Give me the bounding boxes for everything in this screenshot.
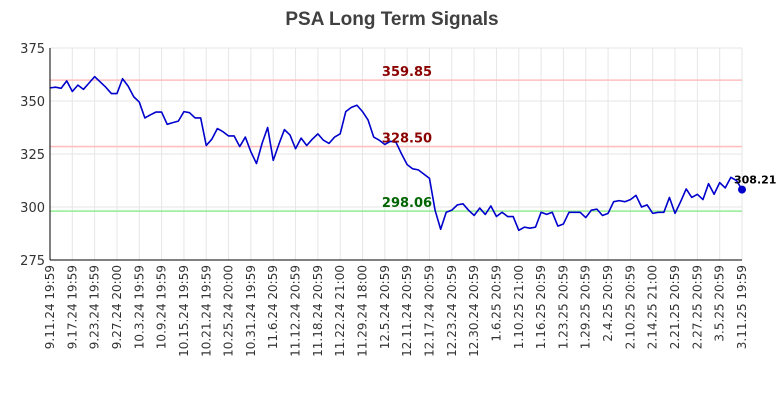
x-tick-label: 9.23.24 19:59 — [88, 265, 102, 349]
x-tick-label: 9.27.24 20:00 — [110, 265, 124, 349]
x-tick-label: 10.25.24 20:00 — [222, 265, 236, 357]
x-tick-label: 11.29.24 18:00 — [356, 265, 370, 357]
x-tick-label: 1.6.25 20:59 — [489, 265, 503, 342]
x-tick-label: 9.11.24 19:59 — [43, 265, 57, 349]
x-tick-label: 11.22.24 21:00 — [333, 265, 347, 357]
x-tick-label: 12.23.24 20:59 — [445, 265, 459, 357]
x-tick-label: 1.16.25 20:59 — [534, 265, 548, 349]
x-tick-label: 12.11.24 20:59 — [400, 265, 414, 357]
x-tick-label: 10.9.24 19:59 — [155, 265, 169, 349]
x-tick-label: 3.11.25 19:59 — [735, 265, 749, 349]
price-line — [49, 75, 743, 232]
x-tick-label: 1.29.25 20:59 — [579, 265, 593, 349]
x-tick-label: 10.15.24 19:59 — [177, 265, 191, 357]
x-tick-label: 10.31.24 19:59 — [244, 265, 258, 357]
x-tick-label: 1.23.25 20:59 — [556, 265, 570, 349]
x-tick-label: 2.27.25 20:59 — [690, 265, 704, 349]
x-tick-label: 1.10.25 21:00 — [512, 265, 526, 349]
x-tick-label: 12.17.24 20:59 — [422, 265, 436, 357]
axes: 275 300 325 350 375 9.11.24 19:59 9.17.24 19:5… — [20, 42, 749, 357]
x-tick-label: 2.14.25 21:00 — [646, 265, 660, 349]
x-tick-label: 3.5.25 20:59 — [713, 265, 727, 342]
signal-levels — [50, 79, 742, 212]
price-series — [49, 75, 746, 232]
chart-title: PSA Long Term Signals — [285, 9, 498, 30]
y-tick-label: 375 — [20, 42, 45, 57]
x-tick-label: 2.21.25 20:59 — [668, 265, 682, 349]
annotations: 359.85 328.50 298.06 308.21 — [382, 65, 777, 211]
y-tick-label: 325 — [20, 148, 45, 163]
resistance-label: 359.85 — [382, 65, 432, 80]
x-tick-label: 2.10.25 20:59 — [623, 265, 637, 349]
x-tick-label: 2.4.25 20:59 — [601, 265, 615, 342]
x-tick-label: 12.30.24 20:59 — [467, 265, 481, 357]
y-tick-label: 300 — [20, 201, 45, 216]
y-tick-label: 350 — [20, 95, 45, 110]
x-tick-label: 11.6.24 20:59 — [266, 265, 280, 349]
x-tick-label: 11.12.24 20:59 — [289, 265, 303, 357]
x-tick-label: 11.18.24 20:59 — [311, 265, 325, 357]
y-tick-label: 275 — [20, 254, 45, 269]
x-tick-label: 10.21.24 19:59 — [199, 265, 213, 357]
x-tick-label: 10.3.24 19:59 — [132, 265, 146, 349]
last-price-label: 308.21 — [734, 174, 776, 187]
x-tick-label: 9.17.24 19:59 — [65, 265, 79, 349]
support-label: 298.06 — [382, 196, 432, 211]
resistance-label: 328.50 — [382, 132, 432, 147]
x-tick-label: 12.5.24 20:59 — [378, 265, 392, 349]
last-price-marker — [738, 185, 746, 194]
